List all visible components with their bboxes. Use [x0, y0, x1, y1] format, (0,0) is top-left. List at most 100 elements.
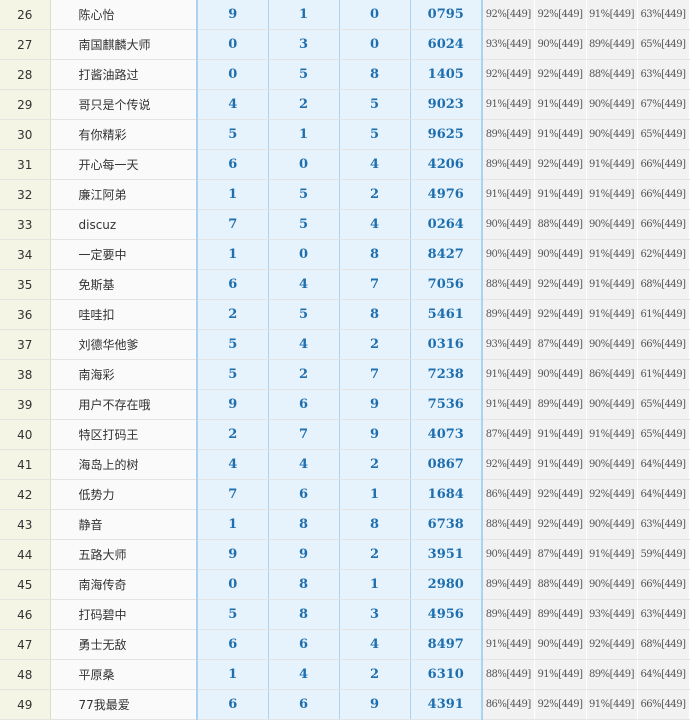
- digit: 2: [339, 539, 411, 570]
- percent: 67%[449]: [637, 89, 690, 120]
- percent: 92%[449]: [482, 449, 535, 480]
- digit: 8: [339, 239, 411, 270]
- digit: 9: [197, 539, 269, 570]
- percent: 93%[449]: [586, 599, 638, 630]
- percent: 91%[449]: [534, 119, 587, 150]
- digit: 0: [339, 29, 411, 60]
- percent: 90%[449]: [534, 29, 587, 60]
- number: 4976: [410, 179, 483, 210]
- percent: 91%[449]: [586, 269, 638, 300]
- digit: 7: [268, 419, 340, 450]
- digit: 8: [268, 569, 340, 600]
- user-name: 静音: [50, 509, 198, 540]
- digit: 0: [268, 149, 340, 180]
- percent: 66%[449]: [637, 329, 690, 360]
- number: 0264: [410, 209, 483, 240]
- percent: 90%[449]: [586, 119, 638, 150]
- digit: 4: [268, 269, 340, 300]
- percent: 86%[449]: [482, 689, 535, 720]
- percent: 90%[449]: [482, 209, 535, 240]
- percent: 90%[449]: [482, 539, 535, 570]
- percent: 63%[449]: [637, 509, 690, 540]
- percent: 68%[449]: [637, 269, 690, 300]
- percent: 93%[449]: [482, 29, 535, 60]
- percent: 92%[449]: [534, 479, 587, 510]
- user-name: 有你精彩: [50, 119, 198, 150]
- rank: 40: [0, 419, 51, 450]
- percent: 87%[449]: [534, 329, 587, 360]
- digit: 6: [268, 389, 340, 420]
- percent: 66%[449]: [637, 689, 690, 720]
- digit: 6: [197, 269, 269, 300]
- table-row: 39 用户不存在哦 9 6 9 7536 91%[449] 89%[449] 90%[449] 6…: [0, 389, 690, 420]
- rank: 43: [0, 509, 51, 540]
- number: 9023: [410, 89, 483, 120]
- digit: 8: [268, 509, 340, 540]
- percent: 88%[449]: [482, 659, 535, 690]
- digit: 1: [268, 119, 340, 150]
- percent: 89%[449]: [586, 29, 638, 60]
- digit: 1: [197, 509, 269, 540]
- percent: 64%[449]: [637, 659, 690, 690]
- percent: 90%[449]: [586, 89, 638, 120]
- percent: 90%[449]: [586, 509, 638, 540]
- user-name: 南国麒麟大师: [50, 29, 198, 60]
- number: 4391: [410, 689, 483, 720]
- digit: 8: [339, 299, 411, 330]
- number: 0867: [410, 449, 483, 480]
- table-row: 30 有你精彩 5 1 5 9625 89%[449] 91%[449] 90%[449] 65%…: [0, 119, 690, 150]
- percent: 91%[449]: [586, 0, 638, 30]
- percent: 66%[449]: [637, 209, 690, 240]
- number: 8427: [410, 239, 483, 270]
- table-row: 45 南海传奇 0 8 1 2980 89%[449] 88%[449] 90%[449] 66%…: [0, 569, 690, 600]
- percent: 88%[449]: [482, 509, 535, 540]
- number: 0316: [410, 329, 483, 360]
- digit: 1: [268, 0, 340, 30]
- digit: 5: [197, 329, 269, 360]
- user-name: discuz: [50, 209, 198, 240]
- rank: 33: [0, 209, 51, 240]
- digit: 2: [268, 89, 340, 120]
- digit: 1: [197, 239, 269, 270]
- percent: 89%[449]: [482, 599, 535, 630]
- user-name: 陈心怡: [50, 0, 198, 30]
- digit: 5: [197, 359, 269, 390]
- user-name: 廉江阿弟: [50, 179, 198, 210]
- digit: 6: [197, 629, 269, 660]
- rank: 39: [0, 389, 51, 420]
- percent: 90%[449]: [534, 629, 587, 660]
- rank: 36: [0, 299, 51, 330]
- percent: 89%[449]: [482, 149, 535, 180]
- percent: 91%[449]: [586, 689, 638, 720]
- percent: 91%[449]: [586, 539, 638, 570]
- percent: 90%[449]: [586, 569, 638, 600]
- percent: 66%[449]: [637, 149, 690, 180]
- percent: 91%[449]: [534, 419, 587, 450]
- digit: 5: [339, 119, 411, 150]
- digit: 4: [339, 629, 411, 660]
- digit: 1: [197, 179, 269, 210]
- digit: 5: [268, 59, 340, 90]
- number: 6024: [410, 29, 483, 60]
- rank: 44: [0, 539, 51, 570]
- percent: 63%[449]: [637, 0, 690, 30]
- percent: 90%[449]: [586, 449, 638, 480]
- digit: 2: [268, 359, 340, 390]
- digit: 3: [268, 29, 340, 60]
- digit: 5: [339, 89, 411, 120]
- number: 7238: [410, 359, 483, 390]
- rank: 34: [0, 239, 51, 270]
- digit: 9: [197, 389, 269, 420]
- percent: 91%[449]: [534, 89, 587, 120]
- percent: 89%[449]: [482, 569, 535, 600]
- digit: 9: [339, 419, 411, 450]
- number: 2980: [410, 569, 483, 600]
- rank: 45: [0, 569, 51, 600]
- percent: 66%[449]: [637, 179, 690, 210]
- rank: 46: [0, 599, 51, 630]
- number: 3951: [410, 539, 483, 570]
- percent: 68%[449]: [637, 629, 690, 660]
